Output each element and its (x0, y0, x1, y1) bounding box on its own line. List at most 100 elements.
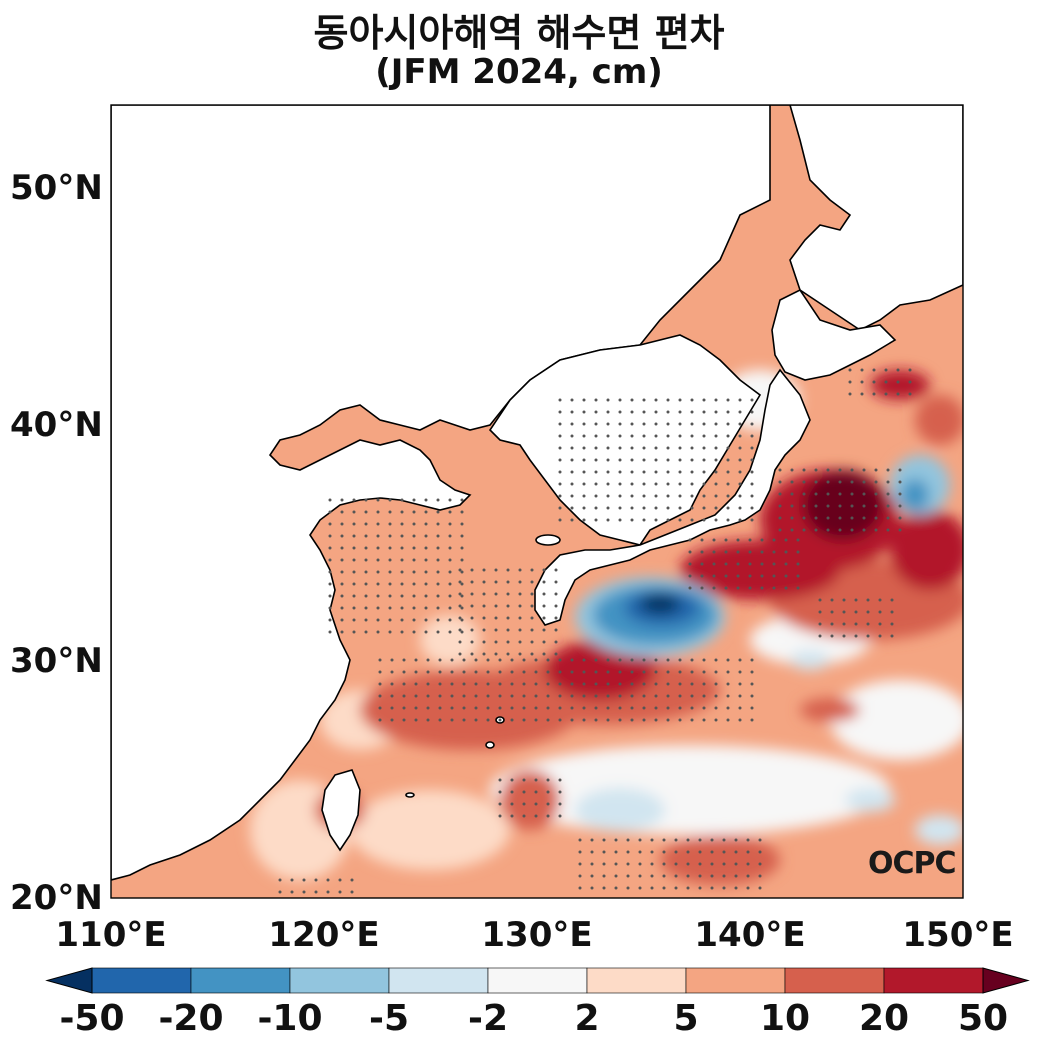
significance-dot (518, 628, 522, 632)
significance-dot (896, 392, 900, 396)
significance-dot (838, 504, 842, 508)
significance-dot (328, 498, 332, 502)
significance-dot (710, 850, 714, 854)
significance-dot (778, 528, 782, 532)
significance-dot (518, 640, 522, 644)
significance-dot (738, 470, 742, 474)
significance-dot (738, 494, 742, 498)
significance-dot (700, 586, 704, 590)
significance-dot (666, 518, 670, 522)
significance-dot (850, 504, 854, 508)
significance-dot (314, 878, 318, 882)
significance-dot (364, 510, 368, 514)
significance-dot (862, 504, 866, 508)
significance-dot (534, 778, 538, 782)
colorbar-segment (388, 967, 489, 994)
significance-dot (778, 480, 782, 484)
significance-dot (554, 640, 558, 644)
significance-dot (338, 878, 342, 882)
significance-dot (470, 652, 474, 656)
significance-dot (546, 658, 550, 662)
significance-dot (642, 398, 646, 402)
significance-dot (426, 682, 430, 686)
significance-dot (518, 616, 522, 620)
significance-dot (510, 778, 514, 782)
colorbar-label: 2 (574, 998, 600, 1039)
taiwan-coast (321, 769, 361, 852)
significance-dot (674, 850, 678, 854)
significance-dot (712, 550, 716, 554)
significance-dot (388, 606, 392, 610)
significance-dot (688, 574, 692, 578)
significance-dot (654, 494, 658, 498)
significance-dot (726, 398, 730, 402)
significance-dot (458, 640, 462, 644)
significance-dot (482, 592, 486, 596)
significance-dot (390, 670, 394, 674)
significance-dot (714, 682, 718, 686)
lon-label-140e: 140°E (694, 915, 806, 955)
significance-dot (666, 458, 670, 462)
significance-dot (534, 682, 538, 686)
significance-dot (570, 658, 574, 662)
significance-dot (702, 410, 706, 414)
significance-dot (726, 494, 730, 498)
significance-dot (890, 622, 894, 626)
significance-dot (886, 468, 890, 472)
significance-dot (654, 670, 658, 674)
significance-dot (642, 518, 646, 522)
significance-dot (674, 886, 678, 890)
significance-dot (790, 468, 794, 472)
significance-dot (558, 434, 562, 438)
significance-dot (666, 718, 670, 722)
significance-dot (802, 492, 806, 496)
significance-dot (558, 682, 562, 686)
significance-dot (618, 494, 622, 498)
field-patch (800, 698, 860, 722)
significance-dot (482, 616, 486, 620)
significance-dot (340, 546, 344, 550)
significance-dot (594, 670, 598, 674)
japan-coast (534, 368, 811, 626)
significance-dot (400, 546, 404, 550)
lat-label-30n: 30°N (10, 641, 103, 681)
lon-label-130e: 130°E (481, 915, 593, 955)
significance-dot (522, 694, 526, 698)
significance-dot (678, 658, 682, 662)
colorbar-segment (190, 967, 291, 994)
significance-dot (724, 550, 728, 554)
significance-dot (702, 658, 706, 662)
significance-dot (436, 570, 440, 574)
significance-dot (448, 522, 452, 526)
significance-dot (678, 518, 682, 522)
significance-dot (654, 422, 658, 426)
significance-dot (558, 446, 562, 450)
significance-dot (534, 814, 538, 818)
significance-dot (570, 670, 574, 674)
significance-dot (458, 580, 462, 584)
significance-dot (364, 558, 368, 562)
significance-dot (606, 718, 610, 722)
significance-dot (618, 458, 622, 462)
significance-dot (674, 862, 678, 866)
significance-dot (714, 518, 718, 522)
significance-dot (424, 510, 428, 514)
significance-dot (872, 392, 876, 396)
significance-dot (414, 694, 418, 698)
significance-dot (748, 586, 752, 590)
significance-dot (594, 482, 598, 486)
significance-dot (908, 392, 912, 396)
significance-dot (388, 546, 392, 550)
significance-dot (462, 658, 466, 662)
significance-dot (690, 398, 694, 402)
significance-dot (626, 874, 630, 878)
small-island (485, 741, 495, 749)
significance-dot (378, 682, 382, 686)
significance-dot (750, 398, 754, 402)
significance-dot (790, 516, 794, 520)
colorbar-segment (586, 967, 687, 994)
significance-dot (558, 718, 562, 722)
significance-dot (654, 458, 658, 462)
significance-dot (388, 534, 392, 538)
significance-dot (714, 694, 718, 698)
